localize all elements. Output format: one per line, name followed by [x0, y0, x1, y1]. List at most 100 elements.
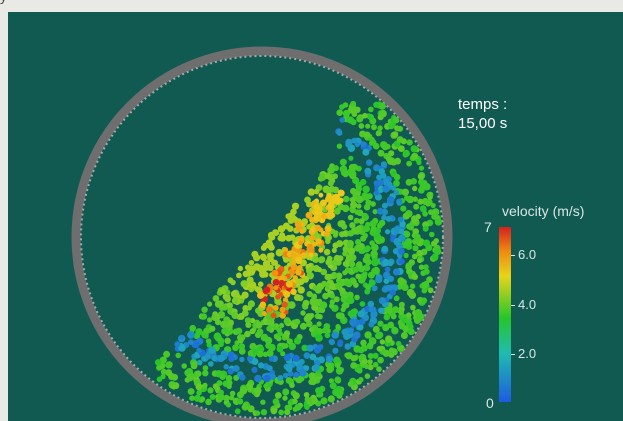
particle — [416, 159, 422, 166]
particle — [383, 278, 390, 284]
particle — [395, 340, 402, 347]
legend-tick-6: 6.0 — [511, 247, 536, 262]
particle — [430, 202, 436, 209]
fast-particle — [338, 189, 344, 195]
particle — [347, 328, 354, 335]
particle — [356, 368, 363, 374]
particle — [325, 258, 333, 266]
particle — [226, 379, 233, 386]
particle — [224, 295, 231, 303]
particle — [248, 260, 255, 266]
particle — [413, 203, 420, 210]
particle — [181, 363, 187, 369]
particle — [356, 115, 364, 123]
particle — [204, 353, 211, 360]
particle — [349, 196, 356, 203]
particle — [212, 383, 219, 390]
particle — [312, 255, 319, 263]
particle — [319, 301, 328, 309]
particle — [339, 158, 347, 166]
particle — [240, 280, 248, 288]
fast-particle — [306, 246, 313, 252]
particle — [339, 220, 346, 227]
particle — [352, 266, 359, 273]
particle — [315, 334, 322, 341]
particle — [393, 238, 401, 246]
particle — [290, 208, 297, 216]
legend-title: velocity (m/s) — [502, 203, 585, 219]
particle — [283, 372, 289, 379]
particle — [372, 352, 379, 359]
particle — [381, 202, 388, 209]
particle — [326, 366, 334, 374]
particle — [214, 319, 222, 326]
particle — [306, 320, 313, 328]
particle — [386, 196, 395, 204]
particle — [403, 230, 411, 238]
particle — [371, 124, 377, 131]
particle — [203, 327, 210, 334]
particle — [358, 123, 365, 129]
particle — [342, 245, 350, 253]
fast-particle — [257, 291, 265, 299]
fast-particle — [288, 268, 294, 274]
particle — [254, 374, 262, 383]
particle — [400, 205, 407, 212]
particle — [367, 300, 375, 308]
particle — [293, 372, 300, 378]
particle — [329, 293, 336, 299]
particle — [276, 345, 284, 353]
particle — [358, 377, 364, 383]
particle — [272, 260, 279, 266]
particle — [380, 141, 388, 149]
particle — [209, 394, 216, 400]
particle — [360, 344, 368, 352]
particle — [406, 160, 412, 167]
particle — [246, 276, 254, 284]
particle — [433, 238, 439, 244]
particle — [324, 332, 331, 339]
particle — [398, 258, 405, 265]
fast-particle — [319, 199, 327, 207]
particle — [303, 352, 311, 359]
fast-particle — [315, 238, 322, 245]
particle — [373, 164, 381, 172]
particle — [320, 268, 328, 276]
legend-tick-4-label: 4.0 — [518, 297, 537, 312]
particle — [202, 382, 208, 388]
fast-particle — [271, 269, 279, 277]
particle — [421, 287, 428, 294]
fast-particle — [292, 275, 298, 281]
particle — [306, 344, 314, 352]
fast-particle — [278, 279, 285, 287]
particle — [234, 408, 241, 415]
particle — [288, 342, 296, 351]
particle — [369, 139, 377, 146]
simulation-panel: temps : 15,00 s velocity (m/s) 7 0 6.0 4… — [8, 12, 623, 421]
particle — [285, 377, 293, 384]
particle — [190, 362, 198, 370]
particle — [296, 363, 303, 370]
particle — [334, 362, 341, 369]
particle — [262, 242, 269, 249]
particle — [336, 143, 343, 149]
particle — [381, 208, 389, 216]
particle — [350, 278, 357, 285]
particle — [408, 324, 414, 330]
particle — [351, 362, 358, 369]
particle — [254, 387, 262, 395]
particle — [300, 310, 306, 316]
particle — [251, 366, 258, 373]
particle — [293, 337, 302, 345]
particle — [376, 222, 383, 229]
particle — [207, 317, 213, 323]
particle — [412, 245, 419, 252]
particle — [399, 220, 406, 228]
fast-particle — [295, 257, 303, 265]
particle — [237, 265, 244, 272]
particle — [372, 266, 380, 275]
fast-particle — [299, 229, 305, 234]
particle — [350, 187, 357, 195]
particle — [317, 314, 323, 320]
particle — [391, 326, 398, 333]
